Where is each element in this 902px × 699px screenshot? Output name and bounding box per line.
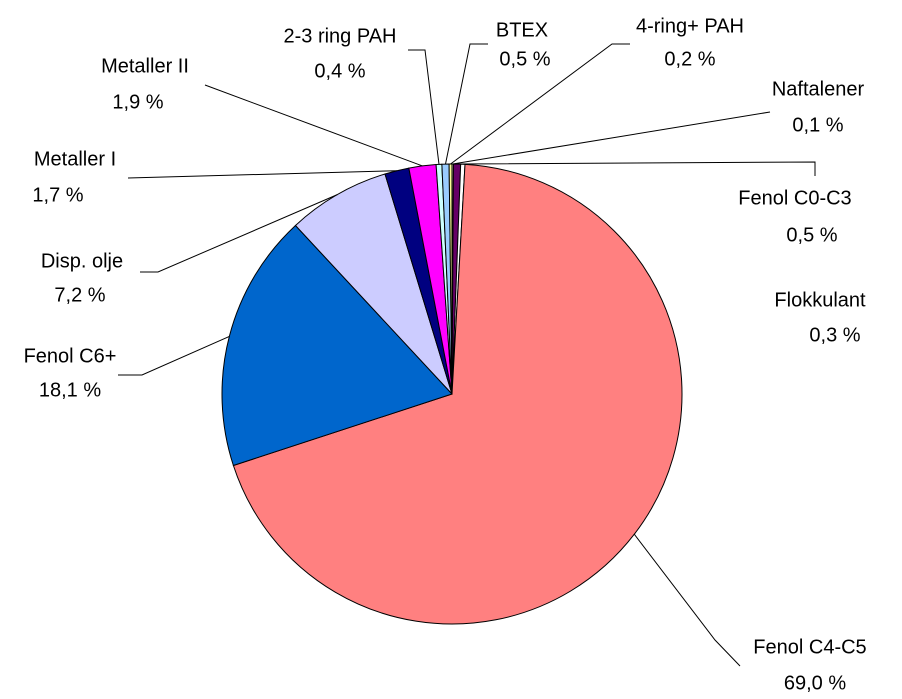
slice-value-label: 0,5 % (499, 48, 550, 70)
leader-line (118, 335, 230, 376)
slice-label: 4-ring+ PAH (636, 15, 744, 37)
pie-slice (294, 173, 453, 395)
slice-label: 2-3 ring PAH (283, 25, 396, 47)
slice-value-label: 0,3 % (809, 324, 860, 346)
slice-value-label: 7,2 % (54, 284, 105, 306)
slice-label: Flokkulant (774, 289, 866, 311)
pie-slice (221, 224, 453, 467)
leader-line (633, 533, 741, 667)
slice-value-label: 0,4 % (314, 60, 365, 82)
slice-label: Fenol C0-C3 (738, 187, 851, 209)
slice-label: Disp. olje (41, 250, 123, 272)
leader-line (140, 194, 338, 273)
leader-line (445, 43, 488, 165)
leader-line (452, 111, 771, 165)
slice-value-label: 69,0 % (784, 672, 846, 694)
slice-value-label: 0,1 % (792, 114, 843, 136)
slice-value-label: 1,9 % (112, 91, 163, 113)
slice-label: BTEX (496, 19, 548, 41)
leader-line (408, 49, 440, 165)
leader-line (450, 43, 630, 165)
slice-label: Metaller I (34, 148, 116, 170)
slice-label: Fenol C4-C5 (753, 636, 866, 658)
pie-slice (232, 163, 683, 625)
slice-label: Naftalener (772, 78, 865, 100)
leader-line (457, 161, 816, 176)
slice-value-label: 18,1 % (39, 379, 101, 401)
slice-label: Metaller II (101, 55, 189, 77)
leader-line (127, 170, 397, 179)
slice-value-label: 1,7 % (32, 184, 83, 206)
leader-line (204, 84, 423, 167)
slice-value-label: 0,2 % (664, 48, 715, 70)
slice-value-label: 0,5 % (786, 224, 837, 246)
slice-label: Fenol C6+ (24, 345, 117, 367)
